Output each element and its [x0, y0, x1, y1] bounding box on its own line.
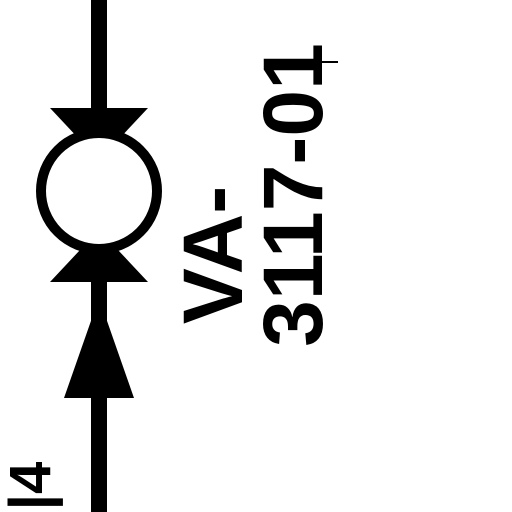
flow-direction-arrow: [64, 298, 134, 398]
valve-body-circle: [36, 128, 162, 254]
process-line-upper: [91, 0, 107, 110]
line-label: |4: [0, 462, 63, 510]
valve-tag: VA-: [166, 186, 260, 324]
valve-tag-prefix: VA-: [166, 186, 260, 324]
valve-tag-number: 3117-01: [246, 43, 340, 347]
valve-tag-number-group: 3117-01: [246, 43, 340, 347]
valve-bottom-arrowhead: [50, 232, 148, 282]
line-label-group: |4: [0, 462, 63, 510]
